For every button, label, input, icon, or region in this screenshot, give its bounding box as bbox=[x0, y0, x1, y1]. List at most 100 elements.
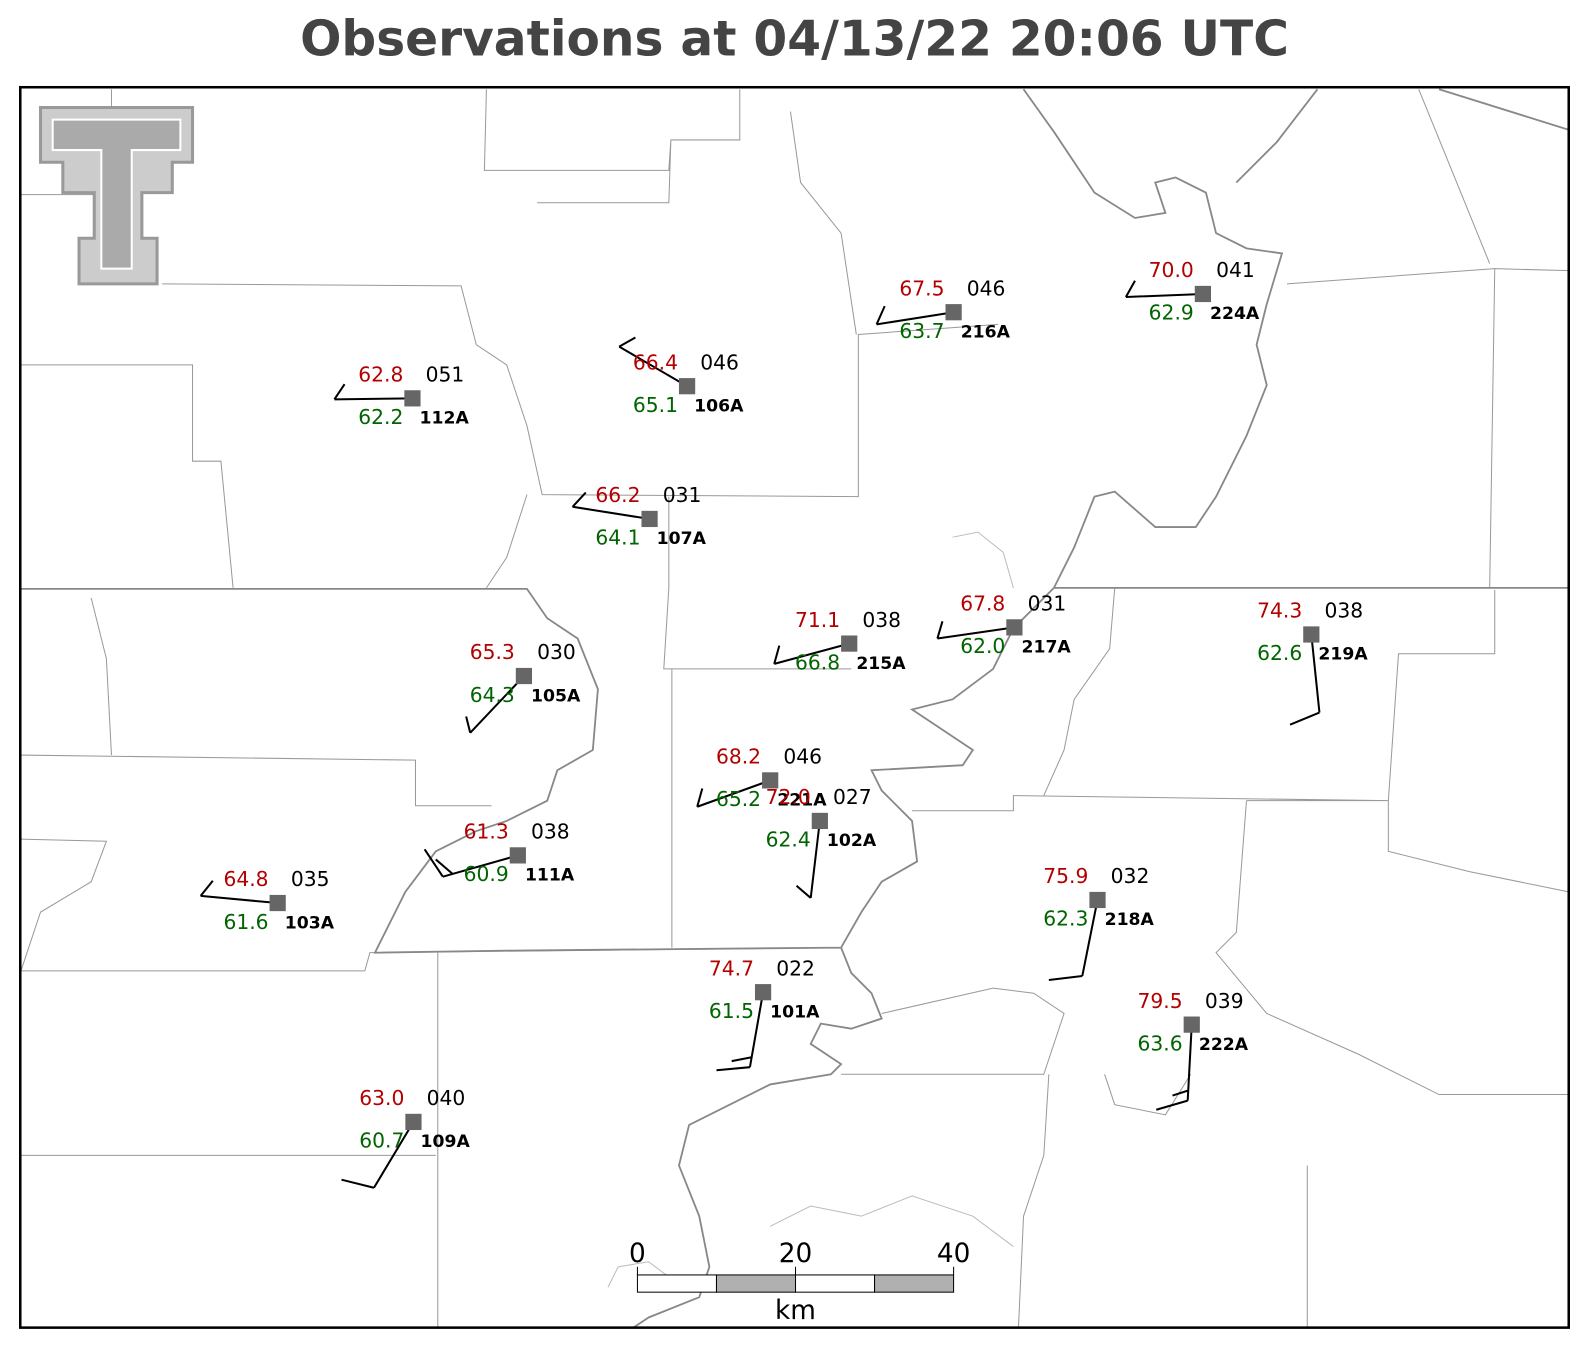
station-id: 103A bbox=[285, 913, 335, 933]
temperature: 65.3 bbox=[470, 640, 515, 664]
station-marker bbox=[269, 894, 286, 912]
station-marker bbox=[945, 304, 962, 321]
station-id: 109A bbox=[421, 1132, 471, 1152]
temperature: 66.2 bbox=[595, 483, 640, 507]
pressure: 038 bbox=[862, 608, 901, 632]
dewpoint: 62.0 bbox=[960, 634, 1005, 658]
station: 75.9 032 62.3 218A bbox=[1043, 864, 1155, 982]
logo bbox=[39, 105, 195, 286]
pressure: 031 bbox=[1028, 592, 1067, 616]
temperature: 70.0 bbox=[1149, 258, 1194, 282]
wind-barb bbox=[618, 336, 688, 388]
dewpoint: 62.3 bbox=[1043, 907, 1088, 931]
wind-barb bbox=[341, 1121, 415, 1189]
dewpoint: 64.3 bbox=[470, 683, 515, 707]
station-id: 105A bbox=[531, 686, 581, 706]
pressure: 038 bbox=[531, 820, 570, 844]
station-marker bbox=[1194, 285, 1212, 303]
title: Observations at 04/13/22 20:06 UTC bbox=[300, 12, 1289, 68]
temperature: 67.5 bbox=[899, 276, 944, 300]
dewpoint: 62.6 bbox=[1257, 641, 1302, 665]
temperature: 74.7 bbox=[709, 956, 754, 980]
station: 72.0 027 62.4 102A bbox=[766, 785, 877, 899]
dewpoint: 61.5 bbox=[709, 999, 754, 1023]
station-marker bbox=[678, 378, 696, 395]
station-id: 222A bbox=[1199, 1035, 1249, 1055]
wind-barb bbox=[1155, 1024, 1193, 1111]
wind-barb bbox=[199, 880, 278, 905]
station: 68.2 046 65.2 221A bbox=[696, 745, 827, 811]
dewpoint: 64.1 bbox=[595, 526, 640, 550]
temperature: 75.9 bbox=[1043, 864, 1088, 888]
station-id: 221A bbox=[777, 791, 827, 811]
wind-barb bbox=[795, 820, 821, 899]
pressure: 051 bbox=[426, 363, 465, 387]
station-marker bbox=[1183, 1016, 1200, 1033]
station-id: 216A bbox=[961, 322, 1011, 342]
station-marker bbox=[509, 847, 526, 864]
pressure: 046 bbox=[783, 745, 822, 769]
wind-barb bbox=[1124, 280, 1203, 299]
pressure: 041 bbox=[1216, 258, 1255, 282]
wind-barb bbox=[773, 642, 850, 665]
scale-label: 0 bbox=[629, 1239, 646, 1269]
pressure: 022 bbox=[776, 956, 815, 980]
pressure: 030 bbox=[537, 640, 576, 664]
station: 79.5 039 63.6 222A bbox=[1138, 989, 1249, 1111]
station: 66.4 046 65.1 106A bbox=[618, 336, 744, 417]
map-frame bbox=[19, 85, 1570, 1329]
pressure: 046 bbox=[967, 276, 1006, 300]
dewpoint: 62.4 bbox=[766, 828, 811, 852]
dewpoint: 63.7 bbox=[899, 319, 944, 343]
wind-barb bbox=[716, 992, 765, 1072]
pressure: 032 bbox=[1111, 864, 1150, 888]
station-marker bbox=[762, 772, 779, 789]
station-id: 215A bbox=[856, 654, 906, 674]
temperature: 62.8 bbox=[358, 363, 403, 387]
temperature: 74.3 bbox=[1257, 599, 1302, 623]
station: 70.0 041 62.9 224A bbox=[1124, 258, 1260, 325]
wind-barb bbox=[1289, 634, 1321, 726]
dewpoint: 61.6 bbox=[223, 910, 268, 934]
station: 67.5 046 63.7 216A bbox=[875, 276, 1011, 343]
basemap bbox=[19, 88, 1570, 1329]
dewpoint: 63.6 bbox=[1138, 1031, 1183, 1055]
pressure: 027 bbox=[833, 785, 872, 809]
station-id: 102A bbox=[827, 831, 877, 851]
wind-barb bbox=[936, 621, 1015, 640]
station-id: 218A bbox=[1105, 910, 1155, 930]
dewpoint: 62.9 bbox=[1149, 301, 1194, 325]
wind-barb bbox=[333, 383, 413, 401]
station-id: 224A bbox=[1210, 304, 1260, 324]
dewpoint: 65.2 bbox=[716, 787, 761, 811]
temperature: 66.4 bbox=[633, 350, 678, 374]
scale-bar: 0 20 40 km bbox=[629, 1239, 970, 1326]
station-id: 106A bbox=[694, 396, 744, 416]
dewpoint: 65.1 bbox=[633, 393, 678, 417]
station-id: 101A bbox=[770, 1002, 820, 1022]
wind-barb bbox=[1048, 899, 1099, 982]
scale-label: 40 bbox=[937, 1239, 971, 1269]
station: 65.3 030 64.3 105A bbox=[465, 640, 581, 734]
pressure: 039 bbox=[1205, 989, 1244, 1013]
temperature: 61.3 bbox=[464, 820, 509, 844]
station-marker bbox=[811, 812, 828, 830]
station-id: 111A bbox=[525, 866, 575, 886]
station-marker bbox=[841, 635, 858, 652]
temperature: 72.0 bbox=[766, 785, 811, 809]
station: 74.3 038 62.6 219A bbox=[1257, 599, 1368, 726]
pressure: 035 bbox=[291, 867, 330, 891]
wind-barb bbox=[696, 779, 771, 808]
station-id: 112A bbox=[420, 409, 470, 429]
dewpoint: 60.7 bbox=[359, 1129, 404, 1153]
dewpoint: 62.2 bbox=[358, 405, 403, 429]
station-marker bbox=[404, 390, 421, 407]
wind-barb bbox=[875, 305, 954, 326]
station-id: 219A bbox=[1318, 645, 1368, 665]
temperature: 68.2 bbox=[716, 745, 761, 769]
pressure: 046 bbox=[700, 350, 739, 374]
wind-barb bbox=[423, 848, 519, 878]
station-marker bbox=[754, 984, 772, 1001]
station: 63.0 040 60.7 109A bbox=[341, 1086, 471, 1189]
